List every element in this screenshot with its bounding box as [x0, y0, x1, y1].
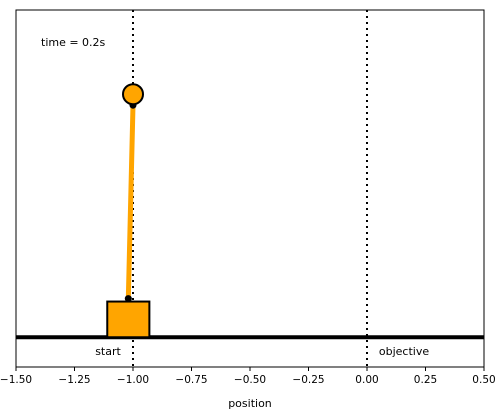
x-tick-label: 0.00: [355, 374, 378, 386]
x-tick-label: 0.25: [414, 374, 437, 386]
time-label: time = 0.2s: [41, 36, 106, 49]
pole-pivot: [124, 295, 132, 303]
start-label: start: [95, 345, 121, 358]
x-tick-label: 0.50: [472, 374, 495, 386]
x-tick-label: −1.25: [58, 374, 90, 386]
x-axis-label: position: [228, 397, 272, 410]
x-tick-label: −0.25: [292, 374, 324, 386]
x-axis-ticks: −1.50 −1.25 −1.00 −0.75 −0.50 −0.25 0.00 0.25 0.…: [0, 367, 496, 386]
plot-frame: [15, 9, 485, 368]
objective-label: objective: [379, 345, 429, 358]
x-tick-label: −0.75: [175, 374, 207, 386]
x-tick-label: −0.50: [234, 374, 266, 386]
cart: [106, 300, 151, 339]
pole: [125, 102, 136, 302]
x-tick-label: −1.00: [117, 374, 149, 386]
pole-bob: [122, 83, 144, 106]
x-tick-label: −1.50: [0, 374, 32, 386]
